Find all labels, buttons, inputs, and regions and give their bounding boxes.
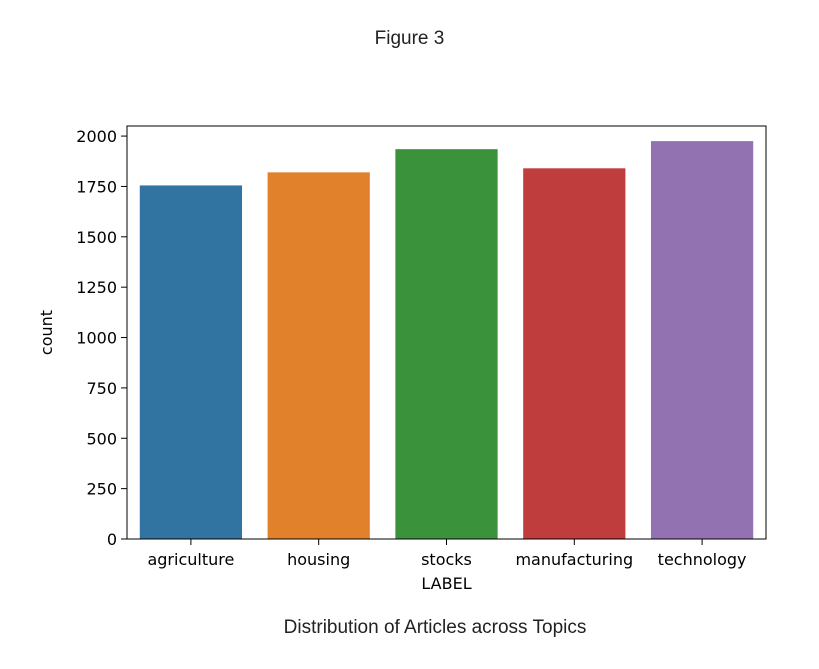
x-axis: agriculture housing stocks manufacturing tec… xyxy=(147,539,747,569)
x-axis-label: LABEL xyxy=(421,574,471,593)
plot-frame xyxy=(126,125,767,540)
y-tick-label: 1500 xyxy=(76,228,117,247)
bar-agriculture xyxy=(139,185,243,539)
bar-housing xyxy=(267,172,370,539)
bars-layer xyxy=(139,141,754,540)
bar-stocks xyxy=(395,149,498,540)
bar-technology xyxy=(650,141,754,540)
y-tick-label: 1250 xyxy=(76,278,117,297)
y-tick-label: 500 xyxy=(86,429,117,448)
figure-title: Figure 3 xyxy=(374,28,445,49)
y-axis-label: count xyxy=(37,310,56,355)
x-tick-label-housing: housing xyxy=(287,550,350,569)
y-tick-label: 2000 xyxy=(76,127,117,146)
figure-caption: Distribution of Articles across Topics xyxy=(283,617,587,638)
x-tick-label-technology: technology xyxy=(658,550,747,569)
x-tick-label-agriculture: agriculture xyxy=(147,550,234,569)
bar-manufacturing xyxy=(523,168,626,539)
y-tick-label: 1000 xyxy=(76,329,117,348)
x-tick-label-stocks: stocks xyxy=(421,550,472,569)
x-tick-label-manufacturing: manufacturing xyxy=(515,550,633,569)
y-tick-label: 250 xyxy=(86,480,117,499)
y-tick-label: 0 xyxy=(107,530,117,549)
y-axis: 0 250 500 750 1000 1250 1500 1750 2000 xyxy=(76,127,127,549)
y-tick-label: 1750 xyxy=(76,177,117,196)
y-tick-label: 750 xyxy=(86,379,117,398)
